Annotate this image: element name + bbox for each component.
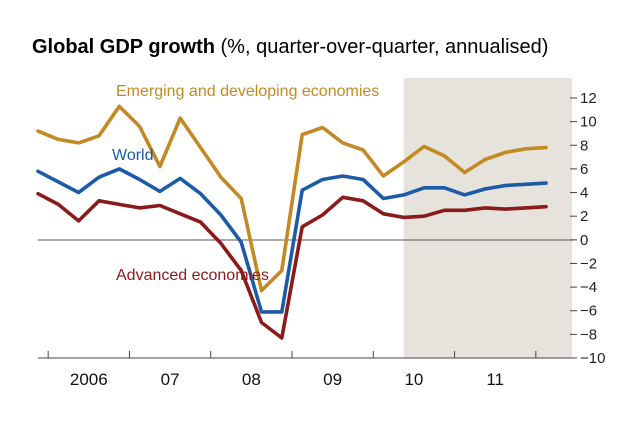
x-year-label: 09 — [323, 370, 342, 389]
series-line-world — [36, 167, 548, 314]
y-tick-label: −8 — [580, 326, 597, 343]
x-axis — [38, 239, 574, 359]
y-tick-label: 12 — [580, 90, 597, 107]
y-tick-label: 8 — [580, 137, 588, 154]
series-line-emerging — [36, 104, 548, 293]
chart-title-bold: Global GDP growth — [32, 36, 215, 58]
y-tick-label: 10 — [580, 114, 597, 131]
y-tick-label: −2 — [580, 255, 597, 272]
x-year-label: 11 — [486, 370, 504, 389]
x-year-label: 08 — [242, 370, 261, 389]
y-tick-label: −4 — [580, 279, 597, 296]
series-labels: Emerging and developing economies World Ad… — [112, 83, 379, 284]
series-line-advanced — [36, 191, 548, 340]
y-tick-label: 4 — [580, 185, 588, 202]
y-tick-label: 2 — [580, 208, 588, 225]
y-axis: 12 10 8 6 4 2 0 −2 −4 −6 −8 −10 — [570, 90, 605, 367]
series-lines — [36, 104, 548, 340]
x-year-label: 2006 — [70, 370, 108, 389]
chart-title-rest: (%, quarter-over-quarter, annualised) — [215, 36, 549, 58]
x-year-label: 10 — [404, 370, 423, 389]
chart-title: Global GDP growth (%, quarter-over-quart… — [32, 36, 548, 58]
series-label-emerging: Emerging and developing economies — [116, 83, 379, 100]
y-tick-label: −6 — [580, 303, 597, 320]
series-label-advanced: Advanced economies — [116, 267, 269, 284]
x-year-label: 07 — [161, 370, 180, 389]
y-tick-label: 0 — [580, 232, 588, 249]
x-axis-labels: 2006 07 08 09 10 11 — [70, 370, 504, 389]
series-label-world: World — [112, 147, 154, 164]
y-tick-label: 6 — [580, 161, 588, 178]
forecast-shade — [403, 78, 572, 358]
y-tick-label: −10 — [580, 350, 605, 367]
